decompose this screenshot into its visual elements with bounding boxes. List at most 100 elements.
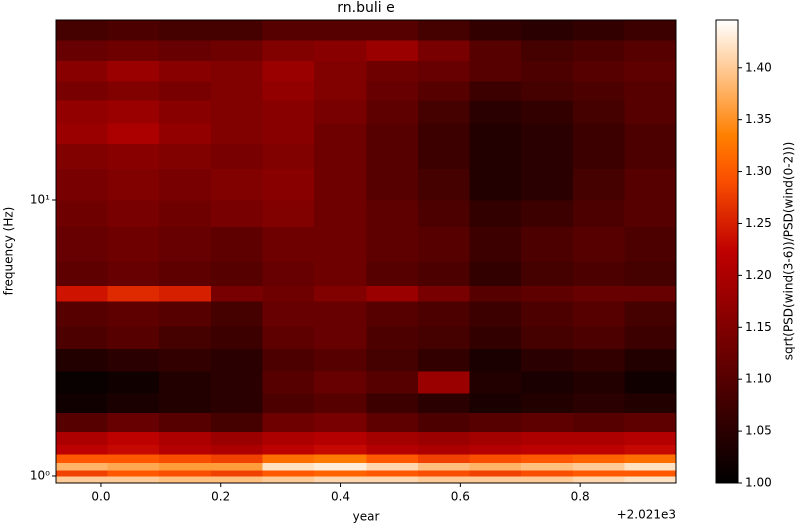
heat-cell <box>314 143 367 170</box>
heat-cell <box>624 444 677 455</box>
heat-cell <box>624 199 677 228</box>
heat-cell <box>262 444 315 455</box>
heat-cell <box>107 100 160 124</box>
heat-cell <box>107 348 160 372</box>
heat-cell <box>56 392 109 413</box>
heat-cell <box>572 462 625 471</box>
heat-cell <box>417 199 470 228</box>
heat-cell <box>262 123 315 145</box>
heat-cell <box>366 39 419 62</box>
heat-cell <box>314 261 367 286</box>
heat-cell <box>107 285 160 302</box>
heat-cell <box>624 470 677 477</box>
heat-cell <box>366 454 419 463</box>
heat-cell <box>469 470 522 477</box>
heat-cell <box>520 371 574 394</box>
heat-cell <box>159 392 212 413</box>
heat-cell <box>314 301 367 327</box>
heat-cell <box>211 444 264 455</box>
heat-cell <box>366 261 419 286</box>
heat-cell <box>417 301 470 327</box>
heat-cell <box>314 80 367 101</box>
heat-cell <box>159 261 212 286</box>
heat-cell <box>159 285 212 302</box>
heat-cell <box>366 462 419 471</box>
heat-cell <box>366 143 419 170</box>
heat-cell <box>624 123 677 145</box>
heat-cell <box>56 348 109 372</box>
x-tick-label: 0.6 <box>451 490 470 504</box>
heat-cell <box>469 454 522 463</box>
heat-cell <box>211 123 264 145</box>
heat-cell <box>572 431 625 446</box>
chart-title: rn.buli e <box>337 0 394 16</box>
x-tick-label: 0.4 <box>331 490 350 504</box>
heat-cell <box>314 60 367 82</box>
heat-cell <box>211 20 264 41</box>
heat-cell <box>572 392 625 413</box>
colorbar-tick-label: 1.30 <box>745 164 772 178</box>
heat-cell <box>107 475 160 484</box>
heat-cell <box>572 143 625 170</box>
heat-cell <box>56 285 109 302</box>
heat-cell <box>107 412 160 432</box>
heat-cell <box>262 199 315 228</box>
heat-cell <box>107 431 160 446</box>
heat-cell <box>159 462 212 471</box>
heat-cell <box>469 462 522 471</box>
heat-cell <box>56 100 109 124</box>
heat-cell <box>417 20 470 41</box>
heat-cell <box>624 475 677 484</box>
heat-cell <box>624 412 677 432</box>
heat-cell <box>314 348 367 372</box>
heat-cell <box>520 325 574 349</box>
heat-cell <box>624 325 677 349</box>
heat-cell <box>56 168 109 201</box>
heat-cell <box>56 20 109 41</box>
heat-cell <box>56 444 109 455</box>
heat-cell <box>417 261 470 286</box>
colorbar-tick-label: 1.20 <box>745 268 772 282</box>
heat-cell <box>572 301 625 327</box>
heat-cell <box>314 431 367 446</box>
heat-cell <box>572 325 625 349</box>
heat-cell <box>107 454 160 463</box>
heat-cell <box>56 39 109 62</box>
heat-cell <box>211 80 264 101</box>
heat-cell <box>314 475 367 484</box>
heat-cell <box>417 123 470 145</box>
heat-cell <box>366 348 419 372</box>
heat-cell <box>469 80 522 101</box>
heat-cell <box>262 392 315 413</box>
heat-cell <box>314 20 367 41</box>
heatmap <box>56 20 677 484</box>
heat-cell <box>262 143 315 170</box>
heat-cell <box>520 392 574 413</box>
heat-cell <box>211 226 264 262</box>
x-axis-label: year <box>353 510 380 524</box>
heat-cell <box>417 168 470 201</box>
heat-cell <box>107 123 160 145</box>
heat-cell <box>520 301 574 327</box>
heat-cell <box>314 392 367 413</box>
heat-cell <box>417 392 470 413</box>
heat-cell <box>624 261 677 286</box>
heat-cell <box>469 39 522 62</box>
heat-cell <box>211 199 264 228</box>
heat-cell <box>211 60 264 82</box>
heat-cell <box>211 168 264 201</box>
heat-cell <box>366 285 419 302</box>
heat-cell <box>107 371 160 394</box>
heat-cell <box>262 470 315 477</box>
plot-frame <box>55 19 677 484</box>
heat-cell <box>469 20 522 41</box>
heat-cell <box>417 412 470 432</box>
heat-cell <box>469 325 522 349</box>
heat-cell <box>366 371 419 394</box>
heat-cell <box>520 431 574 446</box>
heat-cell <box>262 431 315 446</box>
heat-cell <box>624 60 677 82</box>
heat-cell <box>469 143 522 170</box>
colorbar-tick-label: 1.35 <box>745 112 772 126</box>
